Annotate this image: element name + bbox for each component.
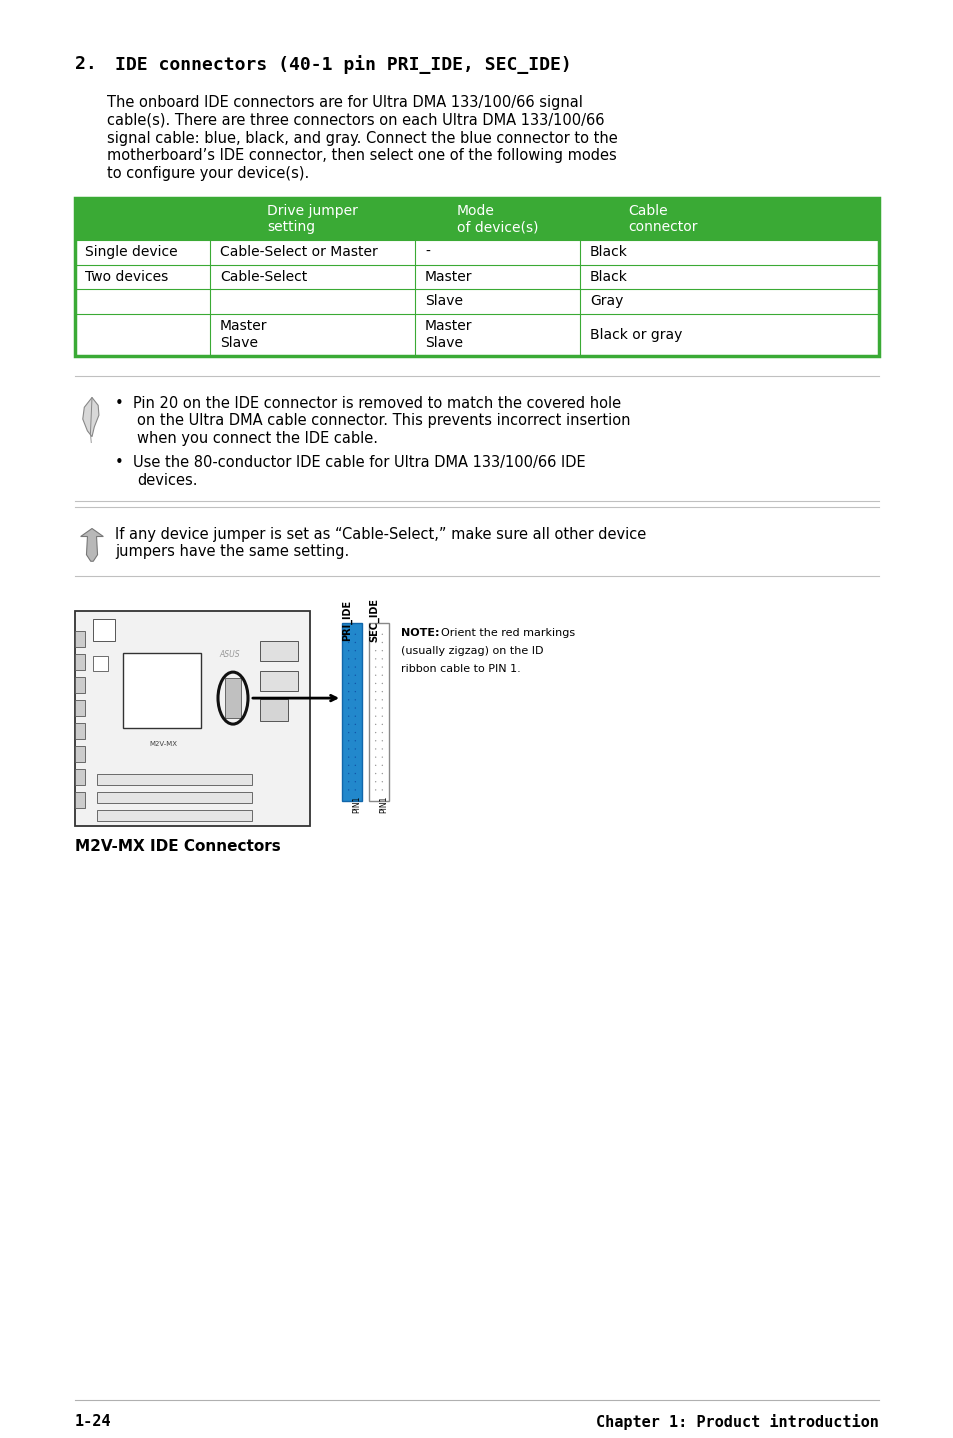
Bar (97, 774, 252, 785)
Text: Gray: Gray (589, 295, 622, 308)
Bar (75, 792, 85, 808)
Bar (260, 699, 288, 720)
Text: •  Use the 80-conductor IDE cable for Ultra DMA 133/100/66 IDE: • Use the 80-conductor IDE cable for Ult… (115, 454, 585, 470)
Text: Single device: Single device (85, 246, 177, 259)
Text: NOTE:: NOTE: (400, 628, 439, 638)
Bar (75, 289, 878, 313)
Polygon shape (83, 397, 99, 437)
Text: when you connect the IDE cable.: when you connect the IDE cable. (137, 431, 377, 446)
Text: (usually zigzag) on the ID: (usually zigzag) on the ID (400, 646, 543, 656)
Bar (75, 746, 85, 762)
Bar (97, 810, 252, 821)
Text: Master
Slave: Master Slave (424, 319, 472, 349)
Text: Slave: Slave (424, 295, 462, 308)
Bar (92, 620, 115, 641)
Bar (260, 672, 297, 692)
Bar (75, 723, 85, 739)
Bar (260, 641, 297, 661)
Bar (75, 611, 310, 825)
Text: SEC_IDE: SEC_IDE (369, 598, 378, 643)
Text: Orient the red markings: Orient the red markings (440, 628, 575, 638)
Polygon shape (81, 529, 103, 561)
Bar (75, 677, 85, 693)
Bar (92, 656, 108, 672)
Text: -: - (424, 246, 430, 259)
Bar (75, 313, 878, 355)
Bar (225, 679, 241, 718)
Bar (75, 769, 85, 785)
Text: Black: Black (589, 270, 627, 283)
Text: PRI_IDE: PRI_IDE (341, 600, 352, 641)
Text: ASUS: ASUS (219, 650, 240, 659)
Text: on the Ultra DMA cable connector. This prevents incorrect insertion: on the Ultra DMA cable connector. This p… (137, 413, 630, 429)
Text: M2V-MX IDE Connectors: M2V-MX IDE Connectors (75, 840, 280, 854)
Text: Mode
of device(s): Mode of device(s) (456, 204, 537, 234)
Bar (75, 240, 878, 265)
Text: If any device jumper is set as “Cable-Select,” make sure all other device: If any device jumper is set as “Cable-Se… (115, 526, 645, 542)
Text: jumpers have the same setting.: jumpers have the same setting. (115, 545, 349, 559)
Text: Black: Black (589, 246, 627, 259)
Bar (97, 792, 252, 802)
Text: Chapter 1: Product introduction: Chapter 1: Product introduction (596, 1414, 878, 1429)
Text: Drive jumper
setting: Drive jumper setting (267, 204, 357, 234)
Text: IDE connectors (40-1 pin PRI_IDE, SEC_IDE): IDE connectors (40-1 pin PRI_IDE, SEC_ID… (115, 55, 571, 73)
Bar (75, 265, 878, 289)
Text: Master
Slave: Master Slave (220, 319, 267, 349)
Text: cable(s). There are three connectors on each Ultra DMA 133/100/66: cable(s). There are three connectors on … (107, 112, 604, 128)
Bar (75, 631, 85, 647)
Text: to configure your device(s).: to configure your device(s). (107, 167, 309, 181)
Text: •  Pin 20 on the IDE connector is removed to match the covered hole: • Pin 20 on the IDE connector is removed… (115, 395, 620, 410)
Text: PIN1: PIN1 (378, 795, 388, 812)
Bar (341, 623, 361, 801)
Text: motherboard’s IDE connector, then select one of the following modes: motherboard’s IDE connector, then select… (107, 148, 616, 164)
Text: PIN1: PIN1 (352, 795, 360, 812)
Bar (369, 623, 389, 801)
Text: M2V-MX: M2V-MX (149, 741, 177, 748)
Text: devices.: devices. (137, 473, 197, 487)
Text: signal cable: blue, black, and gray. Connect the blue connector to the: signal cable: blue, black, and gray. Con… (107, 131, 618, 145)
Text: Cable-Select: Cable-Select (220, 270, 307, 283)
Bar (75, 700, 85, 716)
Text: Master: Master (424, 270, 472, 283)
Text: Cable
connector: Cable connector (627, 204, 697, 234)
Text: 1-24: 1-24 (75, 1414, 112, 1429)
Text: ribbon cable to PIN 1.: ribbon cable to PIN 1. (400, 664, 520, 673)
Text: 2.: 2. (75, 55, 96, 73)
Text: Two devices: Two devices (85, 270, 168, 283)
Bar (75, 198, 878, 240)
Bar (75, 654, 85, 670)
Text: The onboard IDE connectors are for Ultra DMA 133/100/66 signal: The onboard IDE connectors are for Ultra… (107, 95, 582, 109)
Bar (123, 653, 201, 728)
Text: Cable-Select or Master: Cable-Select or Master (220, 246, 377, 259)
Text: Black or gray: Black or gray (589, 328, 681, 341)
Bar (75, 198, 878, 355)
